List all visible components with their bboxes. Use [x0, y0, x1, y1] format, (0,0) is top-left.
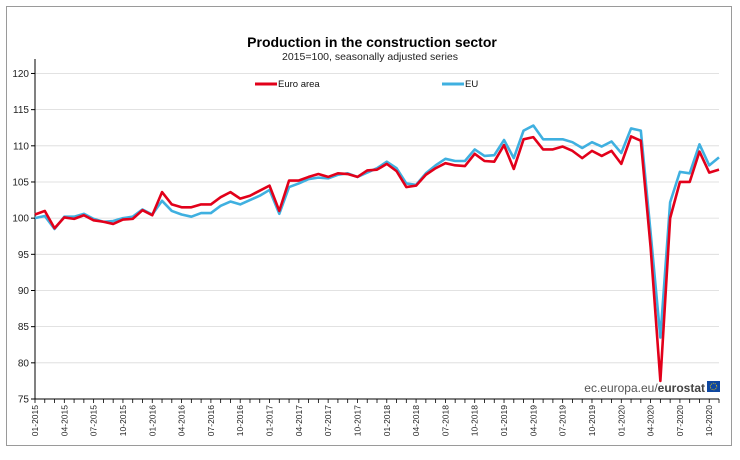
x-tick-label: 04-2017: [294, 405, 304, 436]
legend-label-eu: EU: [465, 79, 478, 90]
eu-flag-logo: [707, 381, 720, 392]
y-tick-label: 105: [12, 177, 29, 188]
legend-label-euro-area: Euro area: [278, 79, 320, 90]
series-line-euro-area: [34, 135, 720, 383]
x-tick-label: 07-2020: [675, 405, 685, 436]
x-tick-label: 10-2017: [352, 405, 362, 436]
chart-title: Production in the construction sector: [247, 34, 497, 50]
gridlines: [35, 73, 719, 400]
x-tick-label: 04-2018: [411, 405, 421, 436]
x-tick-label: 04-2020: [646, 405, 656, 436]
source-brand: eurostat: [658, 381, 705, 395]
y-tick-label: 120: [12, 69, 29, 80]
x-tick-label: 04-2019: [528, 405, 538, 436]
x-tick-label: 07-2015: [89, 405, 99, 436]
x-tick-label: 10-2019: [587, 405, 597, 436]
x-tick-label: 01-2018: [382, 405, 392, 436]
x-tick-label: 10-2020: [704, 405, 714, 436]
series-lines: [34, 124, 720, 383]
x-tick-label: 10-2018: [470, 405, 480, 436]
x-axis: 01-2015 04-2015 07-2015 10-2015 01-2016 04-20…: [30, 399, 720, 436]
legend: Euro area EU: [255, 79, 478, 90]
x-tick-label: 07-2017: [323, 405, 333, 436]
source-credit: ec.europa.eu/eurostat: [584, 381, 720, 395]
source-text: ec.europa.eu/eurostat: [584, 381, 705, 395]
y-tick-label: 110: [13, 141, 29, 152]
line-chart: Production in the construction sector 20…: [12, 34, 720, 436]
y-tick-label: 75: [18, 395, 30, 406]
source-prefix: ec.europa.eu/: [584, 381, 658, 395]
x-tick-label: 01-2016: [147, 405, 157, 436]
y-tick-label: 100: [12, 214, 29, 225]
y-axis: 75 80 85 90 95 100 105 110 115 120: [12, 59, 36, 406]
chart-subtitle: 2015=100, seasonally adjusted series: [282, 51, 458, 63]
y-tick-label: 115: [13, 105, 29, 116]
x-tick-label: 01-2017: [265, 405, 275, 436]
x-tick-label: 01-2020: [616, 405, 626, 436]
x-tick-label: 10-2016: [235, 405, 245, 436]
y-tick-label: 80: [18, 358, 30, 369]
x-tick-label: 10-2015: [118, 405, 128, 436]
eu-flag-icon: [707, 381, 720, 392]
x-tick-label: 04-2015: [59, 405, 69, 436]
y-tick-label: 90: [18, 286, 30, 297]
x-tick-label: 01-2019: [499, 405, 509, 436]
x-tick-label: 01-2015: [30, 405, 40, 436]
x-tick-label: 07-2018: [440, 405, 450, 436]
eu-stars-icon: [709, 382, 718, 391]
chart-frame: Production in the construction sector 20…: [6, 6, 732, 446]
x-tick-label: 07-2016: [206, 405, 216, 436]
y-tick-label: 85: [18, 322, 30, 333]
x-tick-label: 07-2019: [558, 405, 568, 436]
y-tick-label: 95: [18, 250, 30, 261]
x-tick-label: 04-2016: [177, 405, 187, 436]
